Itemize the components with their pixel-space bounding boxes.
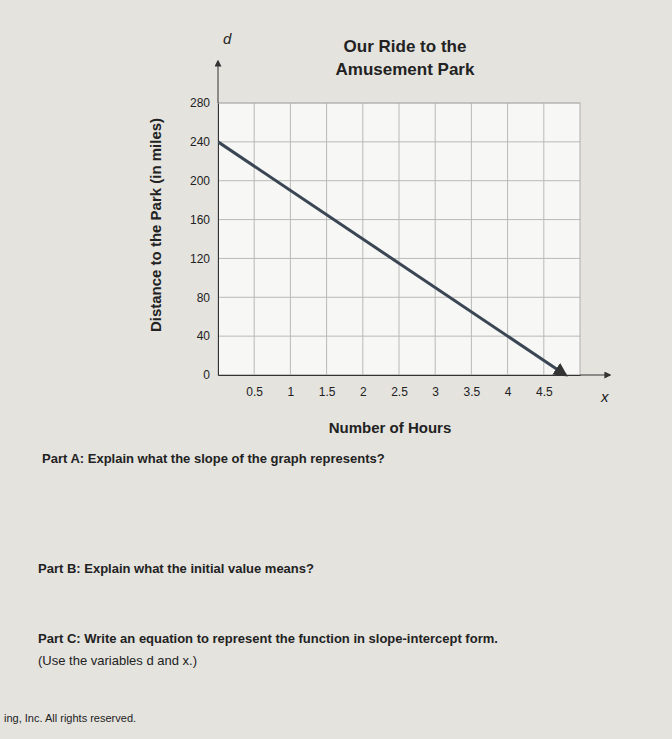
x-tick: 2.5 bbox=[391, 375, 408, 399]
x-tick-label: 1 bbox=[288, 385, 295, 399]
y-tick: 40 bbox=[197, 329, 218, 343]
x-tick-label: 0.5 bbox=[246, 385, 263, 399]
x-axis-name: x bbox=[600, 388, 609, 405]
annotation: Part C: Write an equation to represent t… bbox=[38, 631, 498, 646]
y-tick: 240 bbox=[190, 135, 218, 149]
grid-line-y bbox=[218, 219, 580, 220]
x-tick-label: 3 bbox=[432, 385, 439, 399]
line-arrow bbox=[559, 370, 566, 375]
y-tick-label: 0 bbox=[203, 368, 210, 382]
grid-line-x bbox=[435, 103, 436, 375]
x-tick: 3 bbox=[432, 375, 439, 399]
grid-line-y bbox=[218, 141, 580, 142]
y-tick: 0 bbox=[203, 368, 218, 382]
annotation: Part A: Explain what the slope of the gr… bbox=[42, 451, 385, 466]
x-label: Number of Hours bbox=[329, 419, 452, 436]
y-axis-arrow bbox=[218, 61, 219, 103]
x-tick-label: 4.5 bbox=[536, 385, 553, 399]
y-tick-label: 200 bbox=[190, 174, 210, 188]
grid-line-y bbox=[218, 258, 580, 259]
x-tick-label: 1.5 bbox=[319, 385, 336, 399]
y-axis-line bbox=[218, 104, 219, 376]
x-axis-line bbox=[219, 375, 581, 376]
y-tick: 120 bbox=[190, 252, 218, 266]
y-tick: 200 bbox=[190, 174, 218, 188]
x-axis-arrow bbox=[580, 375, 610, 376]
y-axis-name: d bbox=[223, 30, 232, 47]
x-tick: 0.5 bbox=[246, 375, 263, 399]
worksheet: 0.5 1 1.5 2 2.5 3 3.5 4 4.5 0 40 80 120 160 200 240 280 O… bbox=[0, 0, 672, 739]
y-tick-label: 160 bbox=[190, 213, 210, 227]
x-tick: 3.5 bbox=[464, 375, 481, 399]
y-label: Distance to the Park (in miles) bbox=[147, 118, 164, 332]
annotation: (Use the variables d and x.) bbox=[38, 653, 197, 668]
paper bbox=[0, 0, 672, 739]
annotation: ing, Inc. All rights reserved. bbox=[4, 712, 136, 724]
x-tick: 4.5 bbox=[536, 375, 553, 399]
grid-line-x bbox=[543, 103, 544, 375]
y-tick-label: 40 bbox=[197, 329, 211, 343]
grid-line-x bbox=[399, 103, 400, 375]
annotation: Part B: Explain what the initial value m… bbox=[38, 561, 314, 576]
x-tick-label: 3.5 bbox=[464, 385, 481, 399]
title-line: Our Ride to the bbox=[344, 37, 467, 56]
x-tick: 4 bbox=[505, 375, 512, 399]
title-line: Amusement Park bbox=[336, 60, 475, 79]
grid-line-x bbox=[471, 103, 472, 375]
plot-frame bbox=[218, 103, 580, 375]
y-tick-label: 120 bbox=[190, 252, 210, 266]
y-tick-label: 240 bbox=[190, 135, 210, 149]
y-tick-label: 280 bbox=[190, 96, 210, 110]
plot bbox=[218, 142, 566, 375]
y-tick: 160 bbox=[190, 213, 218, 227]
grid-line-y bbox=[218, 180, 580, 181]
x-tick-label: 2 bbox=[360, 385, 367, 399]
x-axis: 0.5 1 1.5 2 2.5 3 3.5 4 4.5 bbox=[219, 375, 581, 399]
y-tick: 280 bbox=[190, 96, 218, 110]
grid-line-x bbox=[290, 103, 291, 375]
y-tick-label: 80 bbox=[197, 291, 211, 305]
grid-line-y bbox=[218, 297, 580, 298]
y-tick: 80 bbox=[197, 291, 218, 305]
grid-line-y bbox=[218, 336, 580, 337]
data-line bbox=[218, 142, 566, 375]
grid-line-x bbox=[326, 103, 327, 375]
title: Our Ride to the Amusement Park bbox=[336, 37, 475, 79]
x-tick: 2 bbox=[360, 375, 367, 399]
x-tick-label: 2.5 bbox=[391, 385, 408, 399]
x-tick: 1.5 bbox=[319, 375, 336, 399]
x-tick: 1 bbox=[288, 375, 295, 399]
plot-area bbox=[218, 103, 580, 375]
x-tick-label: 4 bbox=[505, 385, 512, 399]
grid bbox=[218, 103, 580, 375]
grid-line-x bbox=[254, 103, 255, 375]
y-axis: 0 40 80 120 160 200 240 280 bbox=[190, 96, 219, 382]
